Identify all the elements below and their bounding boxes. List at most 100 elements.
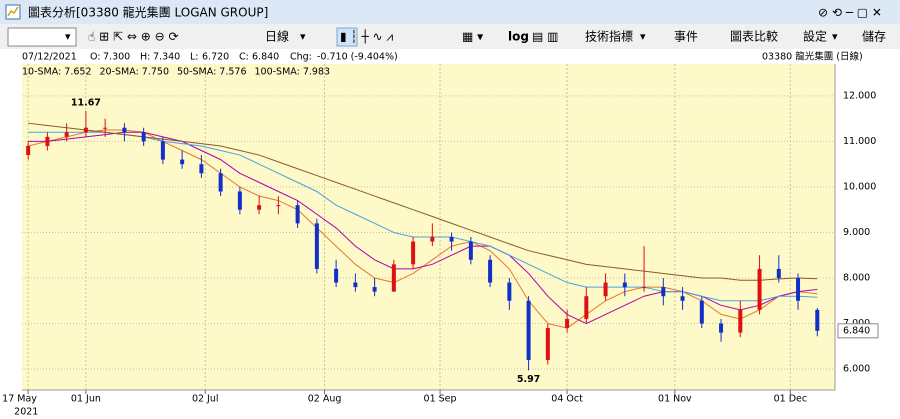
candle-button[interactable] — [336, 27, 358, 47]
y-tick-label: 6.000 — [843, 364, 870, 375]
candle-body — [603, 282, 608, 297]
candle-body — [565, 318, 570, 329]
info-open: 7.300 — [103, 52, 130, 63]
save-button[interactable]: 儲存 — [862, 30, 886, 44]
x-tick-label: 17 May — [2, 394, 37, 405]
events-button[interactable]: 事件 — [674, 30, 698, 44]
candle-body — [353, 282, 358, 288]
toolbar — [0, 24, 900, 49]
candle-body — [661, 287, 666, 297]
candle-body — [314, 223, 319, 269]
candle-body — [391, 264, 396, 292]
plot-area — [22, 64, 835, 390]
y-tick-label: 8.000 — [843, 272, 870, 283]
window-title: 圖表分析[03380 龍光集團 LOGAN GROUP] — [28, 5, 268, 20]
last-price-box — [837, 323, 879, 339]
candle-body — [449, 237, 454, 242]
info-high-label: H: — [140, 52, 150, 63]
x-tick-label: 02 Aug — [308, 394, 342, 405]
compare-button[interactable]: 圖表比較 — [730, 29, 778, 44]
candle-body — [160, 141, 165, 160]
x-tick-label: 04 Oct — [551, 394, 583, 405]
x-tick-label: 01 Dec — [774, 394, 808, 405]
candle-body — [815, 309, 820, 331]
candle-body — [545, 328, 550, 360]
dropdown-arrow: ▾ — [65, 30, 71, 43]
candle-body — [122, 127, 127, 133]
candle-body — [334, 268, 339, 283]
candle-body — [199, 164, 204, 174]
candle-body — [622, 282, 627, 288]
info-high: 7.340 — [153, 52, 180, 63]
candle-body — [680, 296, 685, 301]
candle-body — [488, 259, 493, 283]
symbol-input[interactable] — [7, 27, 77, 47]
y-tick-label: 12.000 — [843, 90, 876, 101]
candle-body — [83, 127, 88, 133]
x-tick-label: 01 Jun — [71, 394, 101, 405]
grid-button[interactable]: ▦ ▾ — [462, 30, 483, 44]
candle-body — [430, 237, 435, 242]
y-tick-label: 11.000 — [843, 136, 876, 147]
candle-body — [699, 300, 704, 324]
tool-icons[interactable]: ☝ ⊞ ⇱ ⇔ ⊕ ⊖ ⟳ — [88, 30, 179, 44]
candle-body — [796, 277, 801, 301]
candle-body — [103, 127, 108, 129]
info-chg: -0.710 (-9.404%) — [317, 52, 398, 63]
legend-entry: 10-SMA: 7.652 — [22, 67, 92, 78]
candle-body — [757, 268, 762, 310]
candle-body — [468, 241, 473, 260]
app-icon-line — [7, 6, 19, 17]
y-tick-label: 9.000 — [843, 227, 870, 238]
info-chg-label: Chg: — [290, 52, 312, 63]
candle-body — [64, 132, 69, 137]
sma-line — [28, 122, 818, 281]
x-tick-label: 01 Nov — [658, 394, 692, 405]
candle-body — [411, 241, 416, 265]
candle-body — [507, 282, 512, 301]
candle-body — [738, 309, 743, 333]
scale-icons[interactable]: ▤ ▥ — [532, 30, 559, 44]
candle-body — [45, 136, 50, 146]
candle-body — [526, 300, 531, 360]
candle-body — [642, 287, 647, 289]
sma-line — [28, 131, 818, 302]
title-bar — [0, 0, 900, 24]
annotation: 11.67 — [71, 97, 101, 108]
dropdown-arrow: ▾ — [640, 30, 646, 43]
legend-entry: 100-SMA: 7.983 — [255, 67, 331, 78]
candle-body — [141, 132, 146, 142]
candle-body — [237, 191, 242, 210]
dropdown-arrow: ▾ — [832, 30, 838, 43]
candle-body — [372, 287, 377, 292]
window-buttons[interactable]: ⊘ ⟲ ─ ▢ ✕ — [818, 6, 882, 20]
info-low: 6.720 — [202, 52, 229, 63]
candle-body — [276, 205, 281, 207]
y-tick-label: 10.000 — [843, 181, 876, 192]
legend-entry: 20-SMA: 7.750 — [100, 67, 170, 78]
candle-body — [218, 173, 223, 192]
indicators-button[interactable]: 技術指標 — [585, 29, 633, 44]
log-button[interactable]: log — [508, 30, 529, 44]
last-price-label: 6.840 — [843, 325, 870, 336]
legend-entry: 50-SMA: 7.576 — [177, 67, 247, 78]
info-close-label: C: — [239, 52, 249, 63]
dropdown-arrow: ▾ — [300, 30, 306, 43]
period-select[interactable]: 日線 — [265, 29, 289, 44]
settings-button[interactable]: 設定 — [803, 29, 827, 44]
candle-body — [180, 159, 185, 165]
info-line: 07/12/2021 O: 7.300 H: 7.340 L: 6.720 C:… — [22, 51, 863, 63]
candle-body — [719, 323, 724, 333]
annotation: 5.97 — [517, 374, 540, 385]
info-instrument: 03380 龍光集團 (日線) — [762, 51, 863, 63]
info-open-label: O: — [90, 52, 101, 63]
info-close: 6.840 — [252, 52, 279, 63]
info-date: 07/12/2021 — [22, 52, 77, 63]
x-year-label: 2021 — [14, 407, 38, 418]
chart-type-icons[interactable]: ▮ ┆ ┼ ∿ ⩘ — [340, 29, 393, 44]
candle-body — [584, 296, 589, 319]
x-tick-label: 02 Jul — [192, 394, 219, 405]
candle-body — [776, 268, 781, 278]
candle-body — [26, 145, 31, 156]
